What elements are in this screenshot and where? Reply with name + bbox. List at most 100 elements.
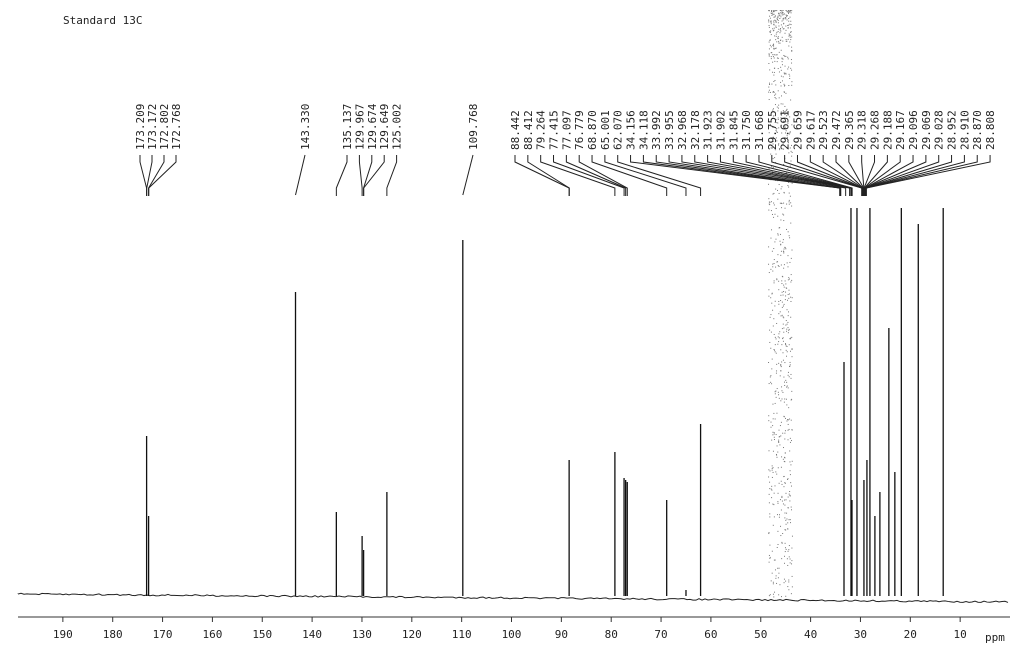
peak-label: 173.209 bbox=[134, 104, 147, 150]
noise-dot bbox=[785, 345, 787, 347]
noise-dot bbox=[775, 238, 777, 240]
noise-dot bbox=[782, 276, 784, 278]
peak-label: 88.412 bbox=[522, 110, 535, 150]
noise-dot bbox=[788, 556, 790, 558]
noise-dot bbox=[771, 293, 773, 295]
noise-dot bbox=[785, 523, 787, 525]
noise-dot bbox=[781, 344, 783, 346]
noise-dot bbox=[788, 329, 790, 331]
noise-dot bbox=[783, 91, 785, 93]
noise-dot bbox=[774, 213, 776, 215]
noise-dot bbox=[768, 561, 770, 563]
noise-dot bbox=[789, 500, 791, 502]
noise-dot bbox=[784, 126, 786, 128]
noise-dot bbox=[773, 559, 775, 561]
noise-dot bbox=[776, 127, 778, 129]
noise-dot bbox=[773, 22, 775, 24]
noise-dot bbox=[781, 386, 783, 388]
noise-dot bbox=[778, 42, 780, 44]
noise-dot bbox=[770, 52, 772, 54]
noise-dot bbox=[771, 10, 773, 12]
noise-dot bbox=[782, 14, 784, 16]
noise-dot bbox=[791, 398, 793, 400]
noise-dot bbox=[775, 54, 777, 56]
noise-dot bbox=[789, 441, 791, 443]
noise-dot bbox=[788, 13, 790, 15]
noise-dot bbox=[788, 85, 790, 87]
noise-dot bbox=[787, 429, 789, 431]
noise-dot bbox=[773, 91, 775, 93]
noise-dot bbox=[775, 21, 777, 23]
noise-dot bbox=[788, 545, 790, 547]
noise-dot bbox=[790, 440, 792, 442]
noise-dot bbox=[791, 348, 793, 350]
noise-dot bbox=[791, 390, 793, 392]
noise-dot bbox=[778, 172, 780, 174]
noise-dot bbox=[782, 533, 784, 535]
noise-dot bbox=[774, 336, 776, 338]
noise-dot bbox=[781, 80, 783, 82]
noise-dot bbox=[778, 143, 780, 145]
peak-label: 88.442 bbox=[509, 110, 522, 150]
noise-dot bbox=[773, 71, 775, 73]
noise-dot bbox=[788, 344, 790, 346]
noise-dot bbox=[784, 512, 786, 514]
noise-dot bbox=[771, 292, 773, 294]
noise-dot bbox=[773, 412, 775, 414]
peak-label: 28.808 bbox=[984, 110, 997, 150]
noise-dot bbox=[789, 558, 791, 560]
noise-dot bbox=[789, 450, 791, 452]
noise-dot bbox=[776, 514, 778, 516]
noise-dot bbox=[790, 274, 792, 276]
noise-dot bbox=[768, 140, 770, 142]
noise-dot bbox=[779, 499, 781, 501]
noise-dot bbox=[774, 300, 776, 302]
noise-dot bbox=[777, 502, 779, 504]
noise-dot bbox=[789, 338, 791, 340]
peak-label: 29.365 bbox=[843, 110, 856, 150]
noise-dot bbox=[783, 578, 785, 580]
noise-dot bbox=[769, 376, 771, 378]
noise-dot bbox=[780, 421, 782, 423]
noise-dot bbox=[773, 24, 775, 26]
noise-dot bbox=[777, 343, 779, 345]
noise-dot bbox=[781, 328, 783, 330]
noise-dot bbox=[785, 130, 787, 132]
noise-dot bbox=[781, 173, 783, 175]
noise-dot bbox=[791, 560, 793, 562]
noise-dot bbox=[782, 28, 784, 30]
noise-dot bbox=[786, 328, 788, 330]
noise-dot bbox=[779, 10, 781, 12]
noise-dot bbox=[772, 325, 774, 327]
noise-dot bbox=[774, 591, 776, 593]
noise-dot bbox=[776, 140, 778, 142]
noise-dot bbox=[769, 594, 771, 596]
noise-dot bbox=[771, 11, 773, 13]
noise-dot bbox=[787, 321, 789, 323]
noise-dot bbox=[780, 366, 782, 368]
noise-dot bbox=[783, 317, 785, 319]
noise-dot bbox=[774, 418, 776, 420]
noise-dot bbox=[775, 396, 777, 398]
peak-label: 28.952 bbox=[946, 110, 959, 150]
noise-dot bbox=[769, 148, 771, 150]
noise-dot bbox=[778, 13, 780, 15]
noise-dot bbox=[775, 352, 777, 354]
noise-dot bbox=[776, 106, 778, 108]
noise-dot bbox=[768, 25, 770, 27]
noise-dot bbox=[781, 10, 783, 12]
x-tick-label: 130 bbox=[352, 628, 372, 641]
noise-dot bbox=[773, 433, 775, 435]
noise-dot bbox=[782, 458, 784, 460]
noise-dot bbox=[783, 415, 785, 417]
noise-dot bbox=[789, 131, 791, 133]
peak-label: 29.691 bbox=[779, 110, 792, 150]
noise-dot bbox=[775, 137, 777, 139]
noise-dot bbox=[774, 104, 776, 106]
noise-dot bbox=[772, 136, 774, 138]
noise-dot bbox=[778, 337, 780, 339]
noise-dot bbox=[775, 119, 777, 121]
noise-dot bbox=[783, 220, 785, 222]
noise-dot bbox=[777, 117, 779, 119]
noise-dot bbox=[791, 509, 793, 511]
